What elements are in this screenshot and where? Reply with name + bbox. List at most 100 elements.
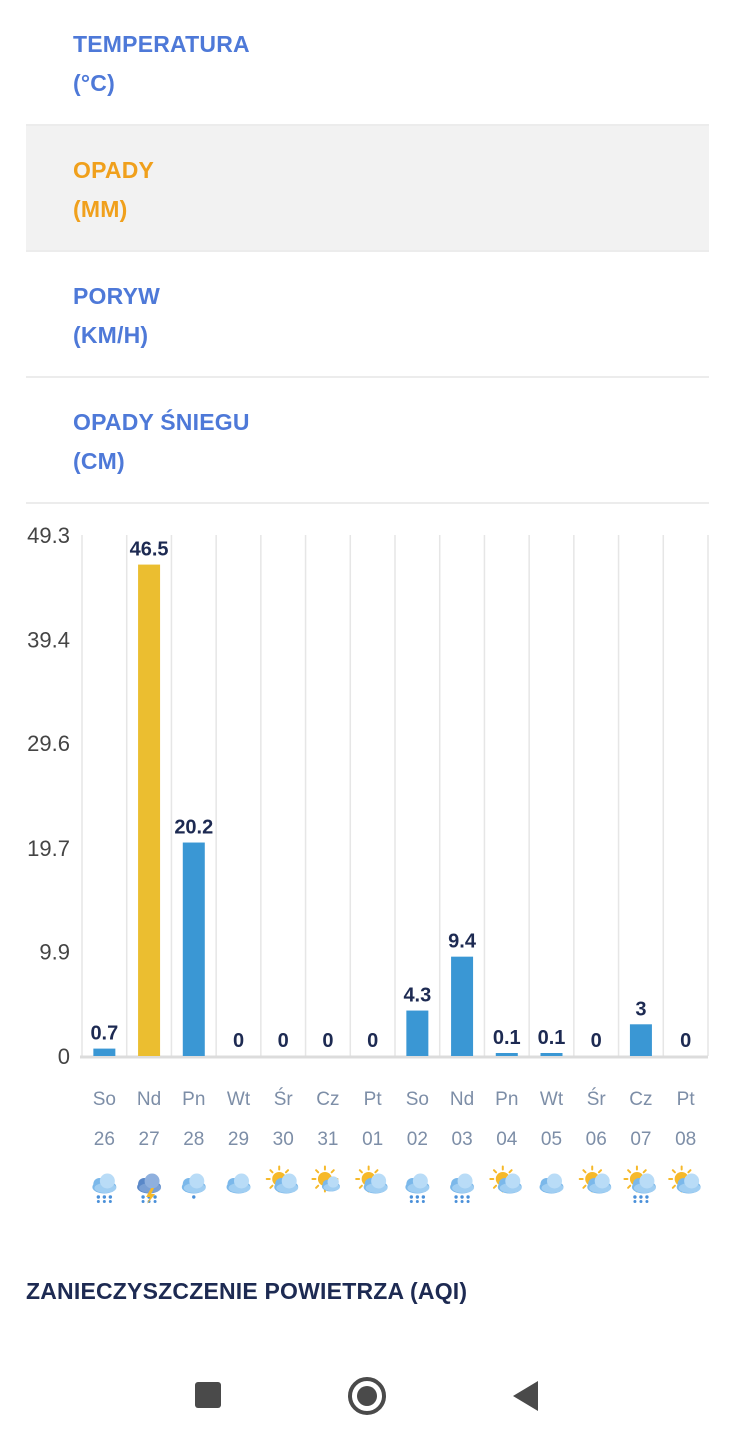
recents-button[interactable]	[167, 1350, 247, 1440]
bar-value-label: 0	[680, 1030, 691, 1052]
sun-ray	[315, 1184, 320, 1189]
sun-ray	[642, 1169, 647, 1174]
cloud-shape	[587, 1173, 612, 1194]
system-navigation-bar	[0, 1350, 735, 1440]
rain-drop	[454, 1200, 458, 1203]
rain-drop	[102, 1200, 106, 1203]
square-icon	[195, 1382, 221, 1408]
rain-drop	[466, 1200, 470, 1203]
bar-value-label: 0	[322, 1030, 333, 1052]
bar-value-label: 0.1	[538, 1027, 566, 1049]
bar-value-label: 3	[635, 998, 646, 1020]
date-label: 27	[139, 1129, 160, 1150]
date-label: 04	[496, 1129, 518, 1150]
home-button[interactable]	[327, 1350, 407, 1440]
day-label: Wt	[227, 1089, 251, 1110]
day-label: Wt	[540, 1089, 564, 1110]
cloud-shape	[321, 1176, 340, 1192]
rain-drop	[141, 1200, 145, 1203]
sun-ray	[597, 1169, 603, 1174]
precipitation-bar	[138, 564, 161, 1056]
home-dot-icon	[357, 1386, 377, 1406]
rain-drop	[639, 1200, 643, 1203]
day-label: Pt	[364, 1089, 383, 1110]
y-tick-label: 29.6	[27, 731, 70, 756]
tab-wind-gust-unit: (KM/H)	[73, 322, 149, 348]
date-label: 26	[94, 1129, 115, 1150]
bar-value-label: 0.1	[493, 1027, 521, 1049]
partly-sunny-icon	[265, 1165, 299, 1194]
rain-drop	[415, 1195, 420, 1199]
tab-precipitation[interactable]: OPADY (MM)	[26, 126, 709, 252]
tab-snowfall[interactable]: OPADY ŚNIEGU (CM)	[26, 378, 709, 504]
bar-value-label: 4.3	[403, 985, 431, 1007]
rain-drop	[645, 1200, 649, 1203]
sun-ray	[671, 1184, 676, 1189]
sun-ray	[269, 1184, 274, 1189]
cloud-part	[407, 1183, 430, 1193]
sun-ray	[315, 1169, 320, 1174]
cloud-shape	[226, 1173, 251, 1194]
sun-ray	[358, 1169, 363, 1174]
cloud-shape	[274, 1173, 299, 1194]
day-label: Nd	[450, 1089, 474, 1110]
sun-ray	[358, 1184, 363, 1189]
tab-wind-gust[interactable]: PORYW (KM/H)	[26, 252, 709, 378]
bar-value-label: 0	[233, 1030, 244, 1052]
thunderstorm-icon	[137, 1173, 162, 1204]
tab-snowfall-unit: (CM)	[73, 448, 125, 474]
tab-temperature[interactable]: TEMPERATURA (°C)	[26, 0, 709, 126]
cloud-part	[541, 1183, 564, 1193]
date-label: 05	[541, 1129, 562, 1150]
bar-value-label: 0.7	[90, 1023, 118, 1045]
date-label: 06	[586, 1129, 607, 1150]
sun-ray	[687, 1169, 692, 1174]
cloud-part	[633, 1183, 656, 1193]
rain-drop	[96, 1200, 100, 1203]
cloud-part	[183, 1183, 206, 1193]
day-label: So	[406, 1089, 429, 1110]
cloud-shape	[92, 1173, 117, 1194]
sun-ray	[269, 1169, 274, 1174]
cloudy-icon	[226, 1173, 251, 1194]
bar-value-label: 0	[367, 1030, 378, 1052]
rain-drop	[639, 1195, 643, 1199]
day-label: Pn	[182, 1089, 205, 1110]
sun-ray	[508, 1169, 513, 1174]
sun-ray	[330, 1169, 335, 1174]
rain-drop	[633, 1200, 637, 1203]
bar-value-label: 9.4	[448, 931, 477, 953]
cloud-part	[365, 1183, 388, 1193]
sun-ray	[374, 1169, 379, 1174]
date-label: 31	[317, 1129, 338, 1150]
sun-ray	[492, 1169, 498, 1174]
rain-drop	[415, 1200, 419, 1203]
cloud-shape	[676, 1173, 701, 1194]
rain-drop	[460, 1200, 464, 1203]
bar-value-label: 46.5	[130, 539, 169, 561]
cloud-shape	[181, 1173, 206, 1194]
rain-drop	[108, 1195, 113, 1199]
cloud-shape	[137, 1173, 162, 1194]
precipitation-bar	[540, 1053, 563, 1056]
rain-drop	[153, 1195, 157, 1199]
sun-ray	[492, 1184, 498, 1189]
precipitation-bar	[182, 842, 205, 1056]
rain-drop	[409, 1200, 413, 1203]
y-tick-label: 39.4	[27, 628, 70, 653]
day-label: Śr	[587, 1088, 607, 1110]
rain-cloud-icon	[450, 1173, 475, 1203]
cloud-part	[94, 1183, 117, 1193]
day-label: So	[93, 1089, 116, 1110]
rain-drop	[454, 1195, 458, 1199]
bar-value-label: 20.2	[174, 817, 213, 839]
sun-ray	[627, 1184, 632, 1189]
day-label: Nd	[137, 1089, 161, 1110]
cloud-shape	[405, 1173, 430, 1194]
back-button[interactable]	[486, 1350, 566, 1440]
rain-drop	[192, 1195, 196, 1199]
cloud-shape	[450, 1173, 475, 1194]
rain-drop	[409, 1195, 414, 1199]
rain-drop	[633, 1195, 637, 1199]
y-tick-label: 49.3	[27, 523, 70, 548]
